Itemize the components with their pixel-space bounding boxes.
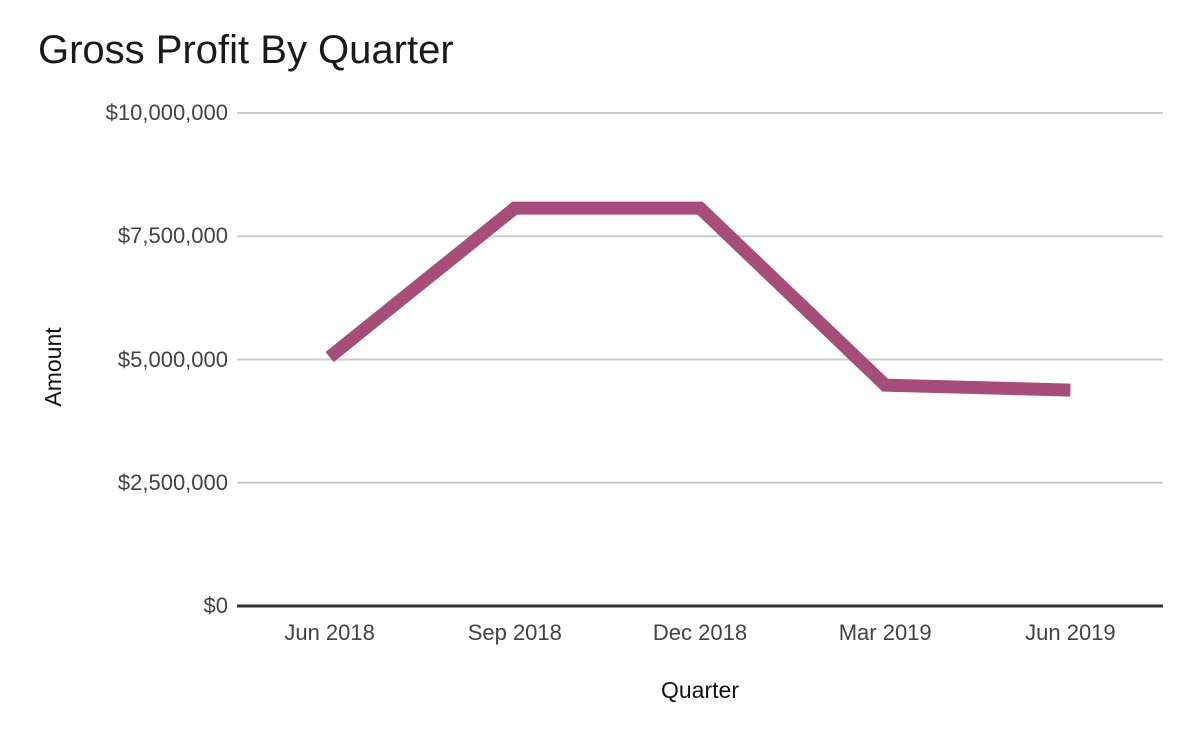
y-axis-tick-label: $0	[203, 593, 228, 618]
chart-title: Gross Profit By Quarter	[38, 28, 454, 72]
y-axis-title: Amount	[40, 327, 66, 407]
y-axis-tick-label: $5,000,000	[117, 346, 228, 372]
y-axis-tick-label: $10,000,000	[105, 100, 228, 125]
x-axis-tick-label: Jun 2019	[1025, 620, 1116, 645]
x-axis-tick-label: Jun 2018	[284, 620, 375, 645]
x-axis-tick-label: Sep 2018	[467, 620, 562, 645]
y-axis-tick-label: $2,500,000	[117, 469, 228, 495]
series-line	[325, 201, 1071, 397]
x-axis-title: Quarter	[661, 677, 739, 703]
x-axis-tick-label: Dec 2018	[652, 620, 748, 645]
x-axis-tick-label: Mar 2019	[838, 620, 932, 645]
y-axis-tick-label: $7,500,000	[117, 223, 228, 249]
